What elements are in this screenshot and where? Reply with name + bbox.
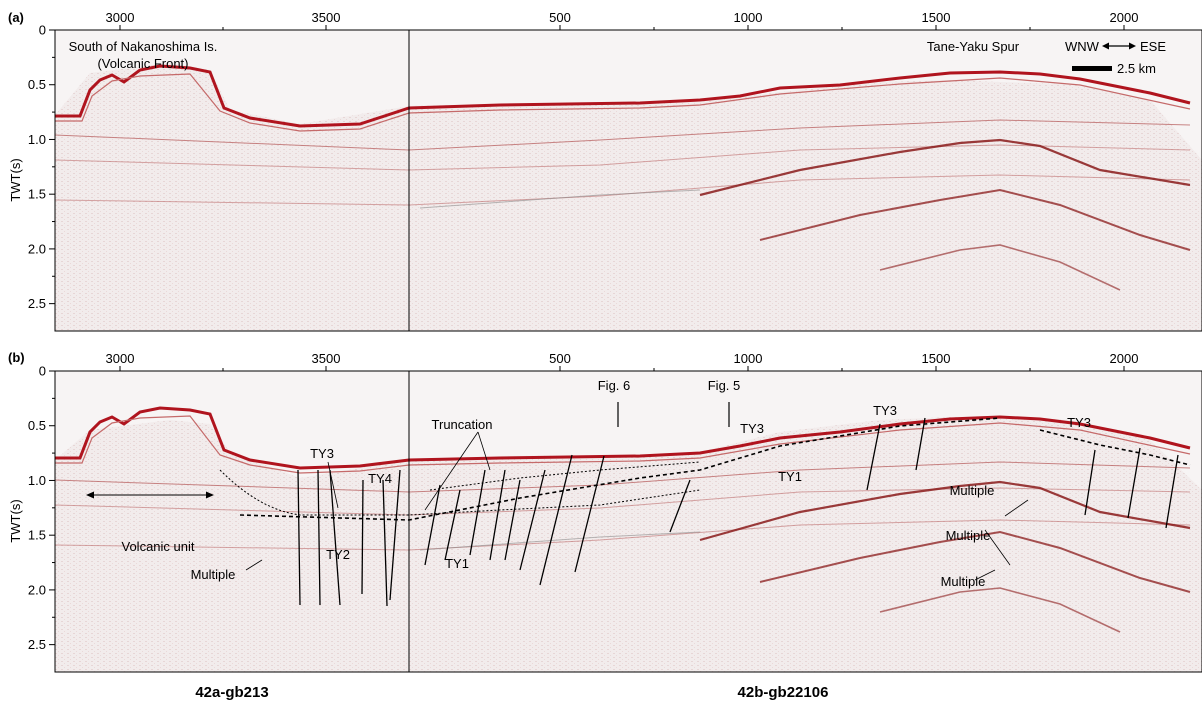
location-label: South of Nakanoshima Is. [69,39,218,54]
x-tick-label: 2000 [1110,351,1139,366]
y-tick-label: 0 [39,364,46,379]
y-tick-label: 2.5 [28,637,46,652]
y-tick-label: 2.0 [28,582,46,597]
x-tick-label: 1000 [734,10,763,25]
x-tick-label: 2000 [1110,10,1139,25]
y-axis: 0 0.5 1.0 1.5 2.0 2.5 [28,23,55,311]
multiple-label: Multiple [941,574,986,589]
x-tick-label: 3500 [312,10,341,25]
multiple-label: Multiple [191,567,236,582]
direction-east-label: ESE [1140,39,1166,54]
line-name-right: 42b-gb22106 [738,684,829,701]
y-tick-label: 0.5 [28,77,46,92]
y-axis-title: TWT(s) [8,499,23,542]
y-tick-label: 2.0 [28,241,46,256]
horizon-label: TY3 [310,446,334,461]
y-tick-label: 1.0 [28,132,46,147]
seismic-image [55,371,1202,672]
spur-label: Tane-Yaku Spur [927,39,1020,54]
y-axis: 0 0.5 1.0 1.5 2.0 2.5 [28,364,55,652]
truncation-label: Truncation [432,417,493,432]
x-tick-label: 1500 [922,10,951,25]
horizon-label: TY1 [445,556,469,571]
y-tick-label: 0 [39,23,46,38]
multiple-label: Multiple [950,483,995,498]
y-tick-label: 1.5 [28,187,46,202]
direction-arrow-icon [1102,42,1136,50]
x-tick-label: 3500 [312,351,341,366]
horizon-label: TY1 [778,469,802,484]
scale-bar [1072,66,1112,71]
y-axis-title: TWT(s) [8,158,23,201]
horizon-label: TY2 [326,547,350,562]
seismic-image [55,30,1202,331]
top-axis: 3000 3500 500 1000 1500 2000 [106,351,1139,371]
x-tick-label: 500 [549,10,571,25]
y-tick-label: 1.5 [28,528,46,543]
y-tick-label: 1.0 [28,473,46,488]
panel-a: (a) TWT(s) 0 0.5 1.0 1.5 2.0 2.5 3000 3500 500 1… [8,10,1202,332]
scale-label: 2.5 km [1117,61,1156,76]
horizon-label: TY4 [368,471,392,486]
line-name-left: 42a-gb213 [195,684,268,701]
x-tick-label: 1500 [922,351,951,366]
multiple-label: Multiple [946,528,991,543]
panel-label: (b) [8,350,25,365]
panel-b: (b) [8,350,1202,673]
y-tick-label: 0.5 [28,418,46,433]
location-sublabel: (Volcanic Front) [97,56,188,71]
volcanic-unit-arrow [86,491,214,499]
horizon-label: TY3 [740,421,764,436]
x-tick-label: 3000 [106,10,135,25]
horizon-label: TY3 [1067,415,1091,430]
y-tick-label: 2.5 [28,296,46,311]
volcanic-unit-label: Volcanic unit [122,539,195,554]
fig5-label: Fig. 5 [708,378,741,393]
fig6-label: Fig. 6 [598,378,631,393]
direction-west-label: WNW [1065,39,1100,54]
horizon-label: TY3 [873,403,897,418]
x-tick-label: 3000 [106,351,135,366]
panel-label: (a) [8,10,24,25]
x-tick-label: 500 [549,351,571,366]
top-axis: 3000 3500 500 1000 1500 2000 [106,10,1139,30]
x-tick-label: 1000 [734,351,763,366]
